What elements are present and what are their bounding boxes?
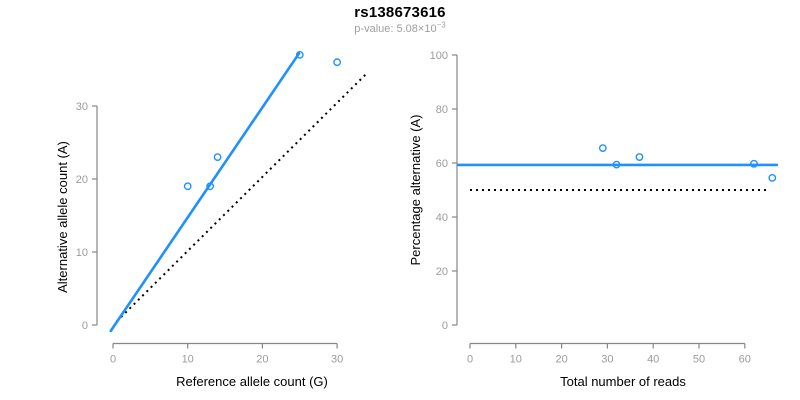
left-plot-allele-counts: 0 10 20 30 0 10 20 30 [76,51,368,366]
data-point [635,153,644,161]
y-tick-label: 0 [82,320,88,332]
pvalue-base: 5.08×10 [396,23,437,35]
fit-line [109,52,301,333]
x-tick-label: 60 [739,354,751,366]
y-tick-label: 10 [76,247,88,259]
y-tick-label: 40 [436,212,448,224]
y-tick-label: 30 [76,101,88,113]
x-tick-label: 0 [110,354,116,366]
x-tick-label: 50 [693,354,705,366]
data-point [183,182,192,191]
data-point [750,159,758,168]
pvalue-subtitle: p-value: 5.08×10−3 [0,20,800,36]
data-point [333,58,341,67]
x-tick-label: 40 [647,354,659,366]
pvalue-exponent: −3 [436,20,446,30]
right-plot-percentage-reads: 0 20 40 60 80 100 0 10 20 30 40 50 60 [430,50,779,366]
y-tick-label: 20 [76,174,88,186]
data-point [598,144,607,153]
y-tick-label: 100 [430,50,448,62]
x-tick-label: 30 [331,354,343,366]
y-tick-label: 0 [442,320,448,332]
data-point [295,51,304,59]
right-yaxis-title: Percentage alternative (A) [408,114,423,265]
x-tick-label: 30 [601,354,613,366]
right-xaxis-title: Total number of reads [560,374,686,389]
data-point [612,160,621,169]
x-tick-label: 20 [555,354,567,366]
y-tick-label: 80 [436,104,448,116]
data-point [768,173,777,182]
x-tick-label: 10 [510,354,522,366]
x-tick-label: 10 [182,354,194,366]
data-point [206,182,215,191]
pvalue-prefix: p-value: [354,23,397,35]
left-xaxis-title: Reference allele count (G) [176,374,328,389]
x-tick-label: 0 [467,354,473,366]
figure-title: rs138673616 [354,4,446,21]
identity-line [116,72,368,323]
data-point [213,153,222,162]
left-yaxis-title: Alternative allele count (A) [55,141,70,293]
y-tick-label: 20 [436,266,448,278]
y-tick-label: 60 [436,158,448,170]
x-tick-label: 20 [256,354,268,366]
